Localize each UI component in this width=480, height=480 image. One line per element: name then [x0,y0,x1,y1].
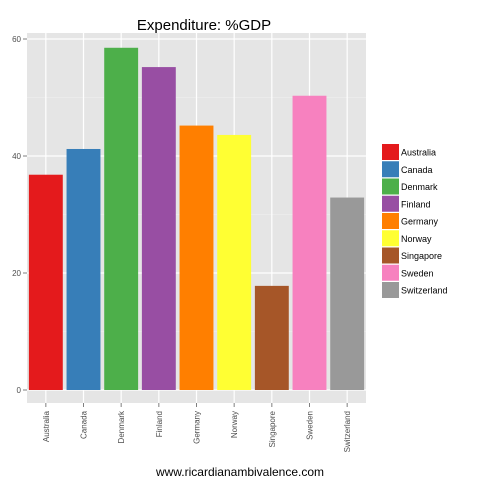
x-tick-label: Sweden [306,411,315,440]
legend-label: Finland [401,199,431,209]
legend-swatch [382,264,399,281]
y-tick-label: 60 [12,35,21,44]
y-tick-label: 0 [17,386,22,395]
legend-label: Singapore [401,251,442,261]
legend-label: Switzerland [401,286,448,296]
bar-australia [28,174,63,390]
x-tick-label: Norway [230,411,239,438]
bar-finland [141,67,176,390]
bar-singapore [254,285,289,390]
legend-label: Norway [401,234,432,244]
bar-sweden [292,95,327,391]
legend-swatch [382,247,399,264]
legend: Australia Canada Denmark Finland Germany Norw… [382,144,448,298]
x-axis-label: www.ricardianambivalence.com [155,465,324,479]
x-tick-label: Germany [193,411,202,444]
x-tick-label: Singapore [268,410,277,447]
y-tick-label: 20 [12,269,21,278]
x-tick-label: Switzerland [343,411,352,452]
x-tick-label: Australia [42,410,51,442]
y-tick-label: 40 [12,152,21,161]
legend-swatch [382,230,399,247]
bar-switzerland [330,197,365,390]
x-tick-label: Denmark [117,410,126,443]
legend-label: Germany [401,217,439,227]
legend-label: Australia [401,148,436,158]
legend-label: Sweden [401,268,434,278]
bars [28,47,365,391]
bar-denmark [104,47,139,391]
legend-label: Canada [401,165,433,175]
bar-norway [217,134,252,390]
legend-swatch [382,178,399,195]
x-axis: Australia Canada Denmark Finland Germany Norw… [42,403,352,452]
legend-swatch [382,144,399,160]
bar-canada [66,148,101,390]
legend-swatch [382,282,399,298]
bar-germany [179,125,214,390]
y-axis: 0 20 40 60 [12,35,27,395]
legend-label: Denmark [401,182,438,192]
legend-swatch [382,195,399,212]
legend-swatch [382,161,399,178]
x-tick-label: Finland [155,411,164,437]
legend-swatch [382,213,399,229]
x-tick-label: Canada [80,410,89,439]
chart-title: Expenditure: %GDP [137,17,271,34]
